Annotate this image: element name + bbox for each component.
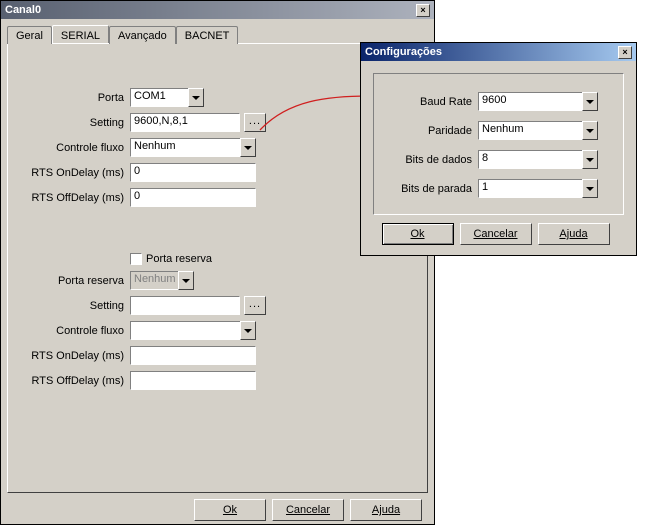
- chevron-down-icon[interactable]: [582, 179, 598, 198]
- r-controle-label: Controle fluxo: [20, 325, 130, 337]
- r-rtson-label: RTS OnDelay (ms): [20, 350, 130, 362]
- popup-help-button[interactable]: Ajuda: [538, 223, 610, 245]
- popup-ok-button[interactable]: Ok: [382, 223, 454, 245]
- r-porta-value: Nenhum: [130, 271, 178, 290]
- controle-label: Controle fluxo: [20, 142, 130, 154]
- close-icon[interactable]: ×: [416, 4, 430, 17]
- bitsparada-label: Bits de parada: [388, 183, 478, 195]
- chevron-down-icon[interactable]: [240, 138, 256, 157]
- porta-label: Porta: [20, 92, 130, 104]
- popup-cancel-button[interactable]: Cancelar: [460, 223, 532, 245]
- r-setting-label: Setting: [20, 300, 130, 312]
- chevron-down-icon[interactable]: [582, 92, 598, 111]
- tabstrip: Geral SERIAL Avançado BACNET: [7, 25, 428, 43]
- help-button[interactable]: Ajuda: [350, 499, 422, 521]
- baud-label: Baud Rate: [388, 96, 478, 108]
- controle-value[interactable]: Nenhum: [130, 138, 240, 157]
- cancel-button[interactable]: Cancelar: [272, 499, 344, 521]
- tab-geral[interactable]: Geral: [7, 26, 52, 44]
- paridade-combo[interactable]: Nenhum: [478, 121, 598, 140]
- r-setting-ellipsis-button[interactable]: ...: [244, 296, 266, 315]
- canal0-titlebar: Canal0 ×: [1, 1, 434, 19]
- bitsdados-value[interactable]: 8: [478, 150, 582, 169]
- chevron-down-icon[interactable]: [240, 321, 256, 340]
- rtson-label: RTS OnDelay (ms): [20, 167, 130, 179]
- bitsdados-label: Bits de dados: [388, 154, 478, 166]
- r-rtsoff-label: RTS OffDelay (ms): [20, 375, 130, 387]
- config-groupbox: Baud Rate 9600 Paridade Nenhum Bits de d…: [373, 73, 624, 215]
- config-popup: Configurações × Baud Rate 9600 Paridade …: [360, 42, 637, 256]
- porta-value[interactable]: COM1: [130, 88, 188, 107]
- bitsdados-combo[interactable]: 8: [478, 150, 598, 169]
- porta-reserva-checkbox[interactable]: [130, 253, 142, 265]
- config-client: Baud Rate 9600 Paridade Nenhum Bits de d…: [361, 61, 636, 255]
- paridade-value[interactable]: Nenhum: [478, 121, 582, 140]
- tab-bacnet[interactable]: BACNET: [176, 26, 239, 44]
- popup-button-bar: Ok Cancelar Ajuda: [365, 223, 632, 251]
- controle-combo[interactable]: Nenhum: [130, 138, 256, 157]
- chevron-down-icon: [178, 271, 194, 290]
- baud-value[interactable]: 9600: [478, 92, 582, 111]
- tab-avancado[interactable]: Avançado: [109, 26, 176, 44]
- chevron-down-icon[interactable]: [582, 150, 598, 169]
- config-titlebar: Configurações ×: [361, 43, 636, 61]
- ok-button[interactable]: Ok: [194, 499, 266, 521]
- close-icon[interactable]: ×: [618, 46, 632, 59]
- r-rtson-value[interactable]: [130, 346, 256, 365]
- baud-combo[interactable]: 9600: [478, 92, 598, 111]
- r-setting-value[interactable]: [130, 296, 240, 315]
- r-rtsoff-value[interactable]: [130, 371, 256, 390]
- rtson-value[interactable]: 0: [130, 163, 256, 182]
- bitsparada-combo[interactable]: 1: [478, 179, 598, 198]
- paridade-label: Paridade: [388, 125, 478, 137]
- porta-combo[interactable]: COM1: [130, 88, 204, 107]
- setting-ellipsis-button[interactable]: ...: [244, 113, 266, 132]
- canal0-title: Canal0: [5, 1, 41, 19]
- r-controle-value[interactable]: [130, 321, 240, 340]
- r-porta-combo: Nenhum: [130, 271, 194, 290]
- r-controle-combo[interactable]: [130, 321, 256, 340]
- setting-label: Setting: [20, 117, 130, 129]
- r-porta-label: Porta reserva: [20, 275, 130, 287]
- chevron-down-icon[interactable]: [582, 121, 598, 140]
- setting-value[interactable]: 9600,N,8,1: [130, 113, 240, 132]
- config-title: Configurações: [365, 43, 442, 61]
- rtsoff-label: RTS OffDelay (ms): [20, 192, 130, 204]
- bitsparada-value[interactable]: 1: [478, 179, 582, 198]
- tab-serial[interactable]: SERIAL: [52, 25, 109, 43]
- main-button-bar: Ok Cancelar Ajuda: [7, 499, 428, 521]
- rtsoff-value[interactable]: 0: [130, 188, 256, 207]
- chevron-down-icon[interactable]: [188, 88, 204, 107]
- porta-reserva-check-label: Porta reserva: [146, 253, 212, 265]
